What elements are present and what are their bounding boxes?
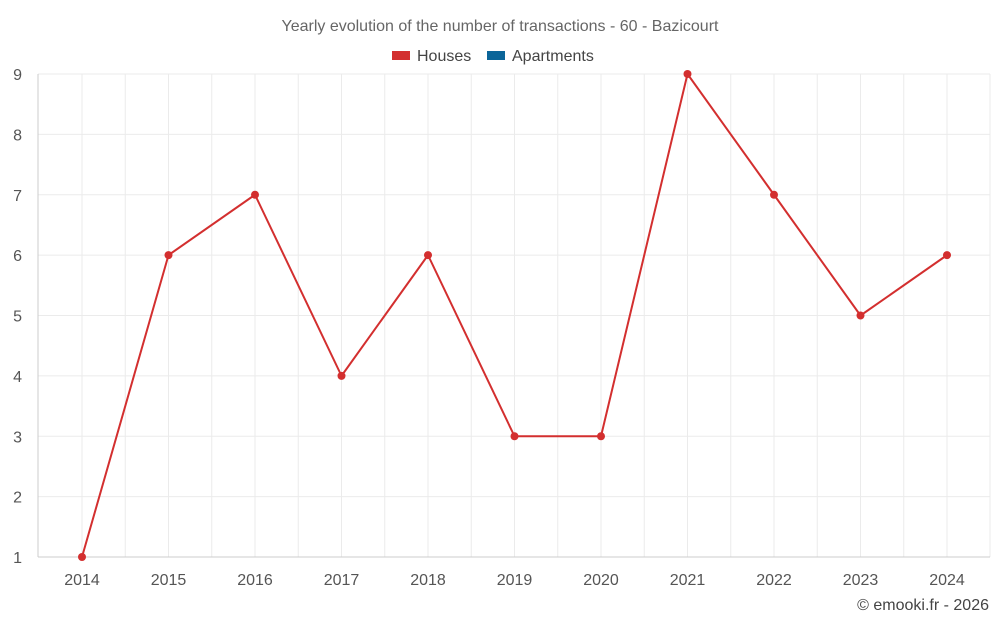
data-point-houses-2019[interactable] xyxy=(510,432,519,441)
legend-label-houses: Houses xyxy=(417,48,471,65)
x-tick-label: 2019 xyxy=(497,572,533,589)
x-tick-label: 2021 xyxy=(670,572,706,589)
legend: Houses Apartments xyxy=(392,48,594,65)
y-tick-label: 8 xyxy=(13,127,22,144)
grid xyxy=(38,73,991,557)
y-tick-label: 9 xyxy=(13,67,22,84)
data-point-houses-2018[interactable] xyxy=(424,251,432,260)
y-tick-label: 7 xyxy=(13,188,22,205)
x-tick-label: 2024 xyxy=(929,572,965,589)
x-tick-label: 2018 xyxy=(410,572,446,589)
x-tick-label: 2023 xyxy=(843,572,879,589)
data-point-houses-2022[interactable] xyxy=(770,190,778,199)
data-point-houses-2017[interactable] xyxy=(337,371,346,380)
data-point-houses-2021[interactable] xyxy=(683,70,692,78)
x-tick-label: 2017 xyxy=(324,572,360,589)
series-layer xyxy=(78,70,951,561)
x-tick-label: 2016 xyxy=(237,572,273,589)
y-tick-label: 6 xyxy=(13,248,22,265)
x-tick-label: 2014 xyxy=(64,572,100,589)
chart-title: Yearly evolution of the number of transa… xyxy=(282,18,720,35)
legend-label-apartments: Apartments xyxy=(512,48,594,65)
legend-swatch-houses xyxy=(392,51,410,60)
data-point-houses-2023[interactable] xyxy=(856,311,865,320)
data-point-houses-2016[interactable] xyxy=(251,190,259,199)
data-point-houses-2014[interactable] xyxy=(78,553,86,561)
y-tick-label: 3 xyxy=(13,429,22,446)
y-axis-ticks: 1 2 3 4 5 6 7 8 9 xyxy=(13,67,22,567)
y-tick-label: 1 xyxy=(13,550,22,567)
y-tick-label: 5 xyxy=(13,309,22,326)
y-tick-label: 2 xyxy=(13,490,22,507)
axes xyxy=(37,74,990,558)
legend-item-apartments[interactable]: Apartments xyxy=(487,48,594,65)
legend-swatch-apartments xyxy=(487,51,505,60)
credit-text: © emooki.fr - 2026 xyxy=(857,597,989,614)
x-axis-ticks: 2014 2015 2016 2017 2018 2019 2020 2021 2022 2023… xyxy=(64,572,965,589)
data-point-houses-2024[interactable] xyxy=(943,251,951,260)
data-point-houses-2015[interactable] xyxy=(164,251,173,260)
y-tick-label: 4 xyxy=(13,369,22,386)
x-tick-label: 2015 xyxy=(151,572,187,589)
x-tick-label: 2022 xyxy=(756,572,792,589)
data-point-houses-2020[interactable] xyxy=(597,432,605,441)
x-tick-label: 2020 xyxy=(583,572,619,589)
legend-item-houses[interactable]: Houses xyxy=(392,48,471,65)
